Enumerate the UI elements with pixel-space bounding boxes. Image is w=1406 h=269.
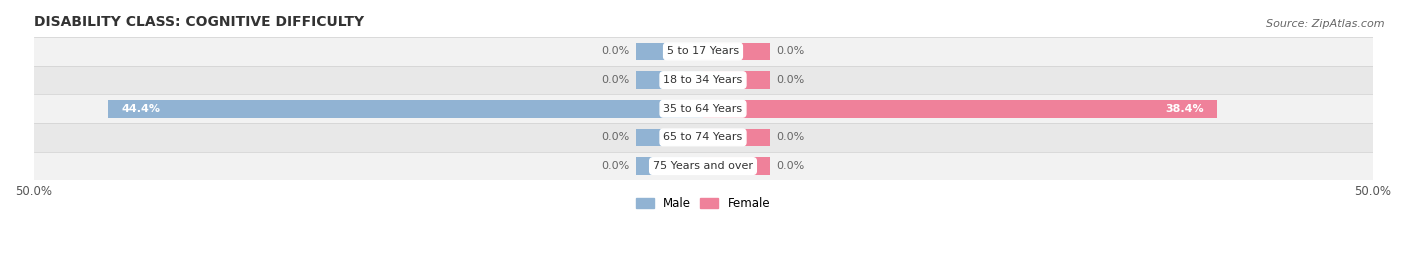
Bar: [703, 129, 770, 146]
Text: 0.0%: 0.0%: [776, 161, 804, 171]
Text: 38.4%: 38.4%: [1166, 104, 1204, 114]
Text: 35 to 64 Years: 35 to 64 Years: [664, 104, 742, 114]
Bar: [703, 157, 770, 175]
Bar: [636, 129, 703, 146]
Bar: [703, 100, 1218, 118]
Bar: [34, 123, 1372, 152]
Bar: [108, 100, 703, 118]
Text: 0.0%: 0.0%: [602, 161, 630, 171]
Text: 0.0%: 0.0%: [776, 132, 804, 142]
Bar: [34, 152, 1372, 180]
Text: DISABILITY CLASS: COGNITIVE DIFFICULTY: DISABILITY CLASS: COGNITIVE DIFFICULTY: [34, 15, 364, 29]
Bar: [703, 71, 770, 89]
Bar: [34, 94, 1372, 123]
Text: 0.0%: 0.0%: [602, 47, 630, 56]
Text: 65 to 74 Years: 65 to 74 Years: [664, 132, 742, 142]
Bar: [636, 71, 703, 89]
Text: 18 to 34 Years: 18 to 34 Years: [664, 75, 742, 85]
Text: Source: ZipAtlas.com: Source: ZipAtlas.com: [1267, 19, 1385, 29]
Text: 44.4%: 44.4%: [122, 104, 160, 114]
Bar: [636, 157, 703, 175]
Bar: [636, 43, 703, 60]
Text: 0.0%: 0.0%: [602, 132, 630, 142]
Bar: [34, 37, 1372, 66]
Bar: [703, 43, 770, 60]
Legend: Male, Female: Male, Female: [631, 192, 775, 215]
Text: 5 to 17 Years: 5 to 17 Years: [666, 47, 740, 56]
Text: 0.0%: 0.0%: [602, 75, 630, 85]
Text: 0.0%: 0.0%: [776, 75, 804, 85]
Bar: [34, 66, 1372, 94]
Text: 0.0%: 0.0%: [776, 47, 804, 56]
Text: 75 Years and over: 75 Years and over: [652, 161, 754, 171]
